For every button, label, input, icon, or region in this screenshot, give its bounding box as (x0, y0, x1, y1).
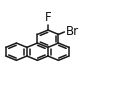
Text: Br: Br (66, 25, 79, 38)
Text: F: F (45, 11, 51, 24)
